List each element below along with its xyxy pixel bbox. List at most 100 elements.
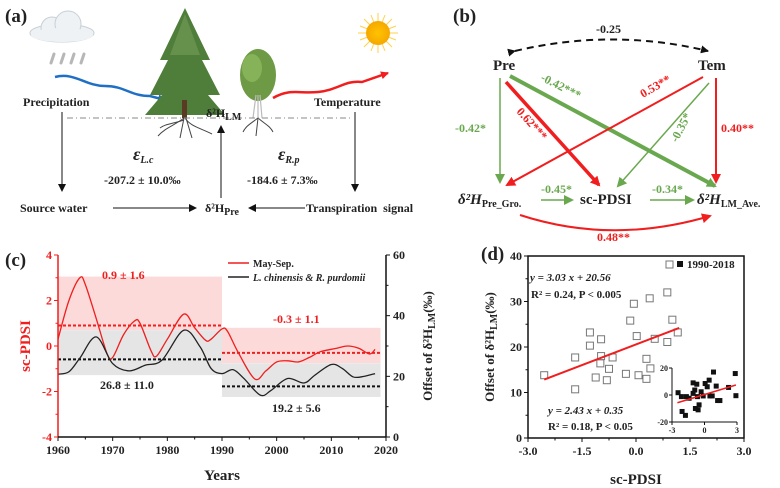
scatter-point xyxy=(668,315,677,324)
scatter-point xyxy=(626,316,635,325)
coef-tem-d2h-lm-ave: 0.40** xyxy=(721,121,754,135)
y-tick-label-d: 30 xyxy=(510,295,522,309)
inset-point xyxy=(709,393,715,399)
inset-point xyxy=(732,371,738,377)
inset-point xyxy=(683,394,689,400)
period2-offset-label: 19.2 ± 5.6 xyxy=(272,401,321,415)
scatter-point xyxy=(585,341,594,350)
scatter-point xyxy=(642,354,651,363)
epsilon-rp-label: εR.p xyxy=(278,144,300,166)
panel-label-c: (c) xyxy=(5,250,26,271)
node-d2h-pre-gro: δ²HPre_Gro. xyxy=(458,192,522,210)
arrow-tem-to-d2h-pre-gro xyxy=(505,76,704,186)
inset-point xyxy=(682,412,688,418)
coef-scpdsi-d2h-lm-ave: -0.34* xyxy=(652,182,683,196)
panel-b: (b) -0.25 -0.42* 0.62*** -0.42*** 0.53**… xyxy=(442,0,780,245)
scatter-point xyxy=(634,371,643,380)
inset-point xyxy=(704,384,710,390)
scatter-point xyxy=(596,359,605,368)
sun-icon xyxy=(358,13,398,53)
scatter-point xyxy=(642,374,651,383)
x-tick-label-c: 2020 xyxy=(374,443,398,457)
y-tick-label-right: 0 xyxy=(393,430,399,444)
coef-pre-d2h-pre-gro: -0.42* xyxy=(455,121,486,135)
panel-label-d: (d) xyxy=(481,244,504,265)
fit-stats-inset: R² = 0.18, P < 0.05 xyxy=(548,421,633,433)
scatter-point xyxy=(629,299,638,308)
y-tick-label-left: -2 xyxy=(42,385,52,399)
scatter-point xyxy=(571,385,580,394)
panel-d-chart: (d) -3.0 -1.5 0.0 1.5 3.0 0 10 20 30 40 -3 0 3 -20 0 2… xyxy=(481,244,752,488)
inset-y-tick-label: 20 xyxy=(660,364,668,373)
epsilon-lc-value: -207.2 ± 10.0‰ xyxy=(104,173,181,187)
legend-label-offset: L. chinensis & R. purdomii xyxy=(252,273,365,284)
scatter-point xyxy=(663,337,672,346)
inset-point xyxy=(696,402,702,408)
legend-d: 1990-2018 xyxy=(665,259,735,271)
y-axis-label-left: sc-PDSI xyxy=(18,320,34,372)
source-water-label: Source water xyxy=(20,201,88,215)
inset-x-tick-label: 0 xyxy=(703,426,707,435)
regression-line-inset xyxy=(677,384,737,404)
x-tick-label-d: -1.5 xyxy=(573,444,592,458)
y-tick-label-d: 40 xyxy=(510,249,522,263)
x-axis-label-c: Years xyxy=(204,468,240,484)
temperature-wave-arrow xyxy=(272,71,389,100)
precipitation-wave-arrow xyxy=(54,74,166,103)
inset-point xyxy=(686,395,692,401)
period2-scpdsi-label: -0.3 ± 1.1 xyxy=(273,312,320,326)
x-tick-label-d: 3.0 xyxy=(737,444,752,458)
inset-y-tick-label: -20 xyxy=(657,418,668,427)
x-tick-label-c: 1990 xyxy=(210,443,234,457)
inset-point xyxy=(706,377,712,383)
y-tick-label-right: 60 xyxy=(393,248,405,262)
fit-stats-main: R² = 0.24, P < 0.005 xyxy=(531,289,622,301)
legend-label-d: 1990-2018 xyxy=(687,259,735,271)
scpdsi-band-period-2 xyxy=(222,327,381,364)
rain-cloud-icon xyxy=(29,10,95,65)
y-axis-label-right: Offset of δ²HLM(‰) xyxy=(420,291,438,401)
inset-point xyxy=(678,394,684,400)
panel-label-a: (a) xyxy=(5,6,27,27)
scatter-point xyxy=(585,328,594,337)
scatter-point xyxy=(602,376,611,385)
x-tick-label-c: 2010 xyxy=(319,443,343,457)
inset-point xyxy=(675,390,681,396)
inset-point xyxy=(702,381,708,387)
coef-d2h-pre-gro-scpdsi: -0.45* xyxy=(541,182,572,196)
x-axis-label-d: sc-PDSI xyxy=(610,472,662,488)
legend-filled-square-icon xyxy=(677,261,683,267)
y-tick-label-d: 0 xyxy=(516,431,522,445)
scatter-points xyxy=(540,288,682,394)
inset-point xyxy=(690,380,696,386)
inset-point xyxy=(692,387,698,393)
inset-point xyxy=(713,383,719,389)
epsilon-rp-value: -184.6 ± 7.3‰ xyxy=(247,173,318,187)
fit-equation-inset: y = 2.43 x + 0.35 xyxy=(546,405,624,417)
coef-pre-tem: -0.25 xyxy=(596,22,621,36)
arrow-d2h-pre-gro-to-d2h-lm-ave xyxy=(519,213,712,232)
scatter-point xyxy=(605,364,613,373)
scatter-point xyxy=(646,364,655,373)
fit-equation-main: y = 3.03 x + 20.56 xyxy=(528,272,611,284)
inset-point xyxy=(695,407,701,413)
coef-d2h-pre-gro-d2h-lm-ave: 0.48** xyxy=(597,230,630,244)
panel-c-chart: (c) 1960 1970 1980 1990 2000 2010 2020-4-20240… xyxy=(5,248,438,484)
correlation-arrow-pre-tem xyxy=(507,38,709,57)
epsilon-lc-label: εL.c xyxy=(133,144,154,166)
y-tick-label-left: 4 xyxy=(46,248,52,262)
x-tick-label-d: 0.0 xyxy=(629,444,644,458)
x-tick-label-d: 1.5 xyxy=(683,444,698,458)
legend-open-square-icon xyxy=(665,260,674,269)
panel-a: (a) xyxy=(5,6,414,218)
inset-x-tick-label: -3 xyxy=(669,426,676,435)
series-line-offset xyxy=(57,329,376,397)
arrow-pre-to-scpdsi xyxy=(504,80,601,187)
inset-point xyxy=(710,369,716,375)
d2h-lm-label: δ²HLM xyxy=(206,106,242,123)
inset-x-tick-label: 3 xyxy=(735,426,739,435)
series-lines xyxy=(57,276,376,397)
